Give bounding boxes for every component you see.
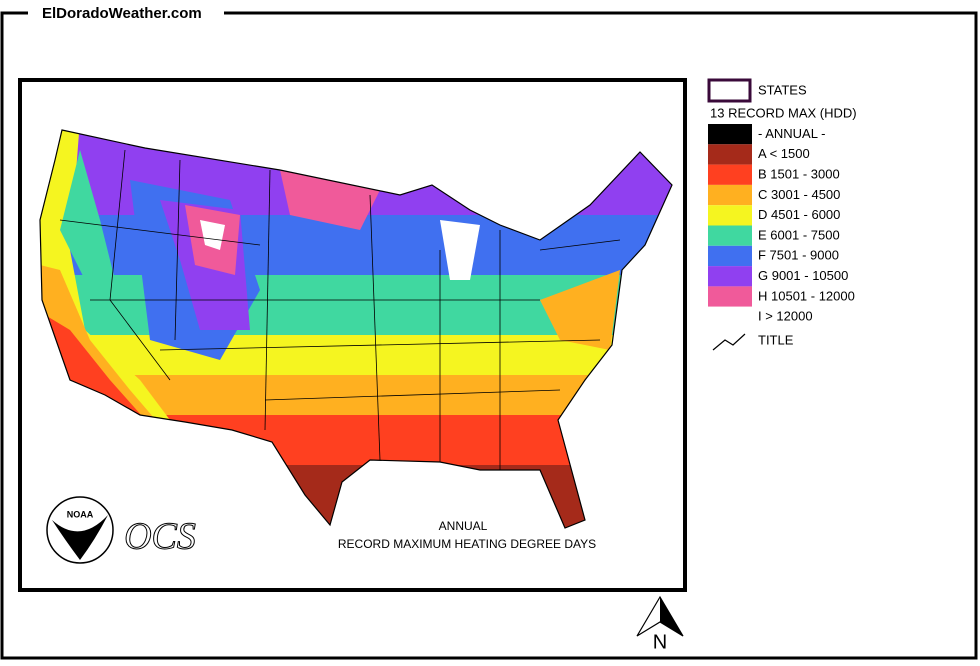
legend-swatch <box>708 164 752 185</box>
states-swatch <box>707 78 752 103</box>
states-label: STATES <box>758 82 807 97</box>
title-label: TITLE <box>758 332 794 347</box>
legend-swatch <box>708 205 752 226</box>
legend-label: I > 12000 <box>758 309 813 324</box>
map-title-line2: RECORD MAXIMUM HEATING DEGREE DAYS <box>338 537 596 551</box>
us-outline <box>39 129 673 529</box>
legend: - ANNUAL - A < 1500 B 1501 - 3000 C 3001 - … <box>708 124 855 327</box>
legend-label: D 4501 - 6000 <box>758 207 840 222</box>
site-title: ElDoradoWeather.com <box>42 5 202 22</box>
noaa-bird <box>52 515 108 560</box>
legend-swatch <box>708 286 752 307</box>
legend-label: - ANNUAL - <box>758 126 825 141</box>
legend-swatch <box>708 245 752 267</box>
outer-frame <box>0 11 978 660</box>
legend-swatch <box>708 184 752 206</box>
legend-label: H 10501 - 12000 <box>758 288 855 303</box>
legend-label: B 1501 - 3000 <box>758 167 840 182</box>
compass-shade <box>660 597 683 636</box>
legend-label: F 7501 - 9000 <box>758 248 839 263</box>
legend-swatch <box>708 306 752 327</box>
ocs-text: OCS <box>124 516 196 558</box>
legend-label: C 3001 - 4500 <box>758 187 840 202</box>
legend-label: E 6001 - 7500 <box>758 227 840 242</box>
title-backdrop <box>28 4 224 24</box>
state-borders <box>59 149 621 470</box>
legend-swatch <box>708 124 752 145</box>
legend-label: A < 1500 <box>758 146 810 161</box>
legend-swatch <box>708 266 752 287</box>
title-icon <box>712 333 746 351</box>
legend-swatch <box>708 144 752 165</box>
legend-heading: 13 RECORD MAX (HDD) <box>710 105 857 120</box>
map-title-line1: ANNUAL <box>439 519 488 533</box>
noaa-text: NOAA <box>67 509 94 519</box>
legend-label: G 9001 - 10500 <box>758 268 848 283</box>
noaa-logo <box>46 496 114 564</box>
compass-label: N <box>653 631 667 653</box>
legend-swatch <box>708 225 752 246</box>
